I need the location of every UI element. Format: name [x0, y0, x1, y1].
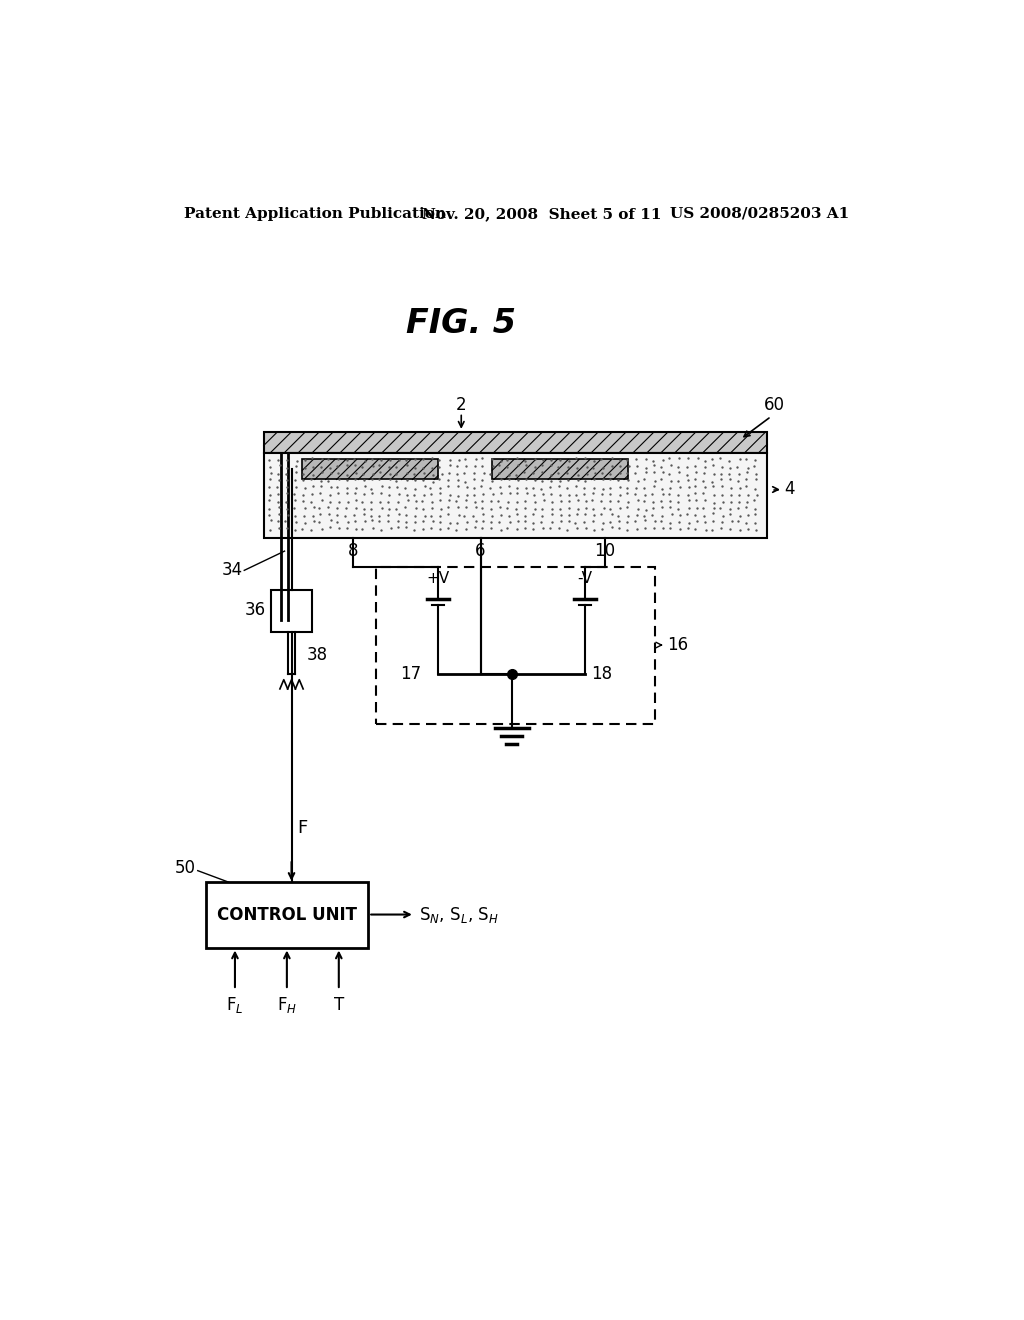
- Text: 18: 18: [592, 665, 612, 684]
- Text: 36: 36: [245, 602, 266, 619]
- Text: 60: 60: [764, 396, 784, 413]
- Text: FIG. 5: FIG. 5: [407, 308, 516, 341]
- Bar: [206, 882, 369, 948]
- Text: Patent Application Publication: Patent Application Publication: [183, 207, 445, 220]
- Text: 34: 34: [221, 561, 243, 579]
- Bar: [271, 590, 311, 632]
- Text: 50: 50: [175, 858, 197, 876]
- Text: F$_L$: F$_L$: [226, 995, 244, 1015]
- Bar: [302, 459, 438, 479]
- Text: 2: 2: [456, 396, 467, 413]
- Text: 10: 10: [594, 543, 615, 560]
- Bar: [263, 453, 767, 539]
- Text: 4: 4: [784, 480, 795, 499]
- Text: T: T: [334, 997, 344, 1014]
- Bar: [263, 432, 767, 453]
- Text: 38: 38: [306, 645, 328, 664]
- Text: 16: 16: [668, 636, 688, 653]
- Text: F$_H$: F$_H$: [276, 995, 297, 1015]
- Text: Nov. 20, 2008  Sheet 5 of 11: Nov. 20, 2008 Sheet 5 of 11: [423, 207, 662, 220]
- Bar: [493, 459, 628, 479]
- Text: 6: 6: [475, 543, 485, 560]
- Bar: [376, 566, 655, 725]
- Text: F: F: [298, 820, 308, 837]
- Text: US 2008/0285203 A1: US 2008/0285203 A1: [671, 207, 850, 220]
- Text: S$_N$, S$_L$, S$_H$: S$_N$, S$_L$, S$_H$: [419, 904, 499, 924]
- Text: -V: -V: [578, 570, 593, 586]
- Text: 17: 17: [399, 665, 421, 684]
- Text: 8: 8: [347, 543, 358, 560]
- Text: CONTROL UNIT: CONTROL UNIT: [217, 906, 357, 924]
- Text: +V: +V: [426, 570, 450, 586]
